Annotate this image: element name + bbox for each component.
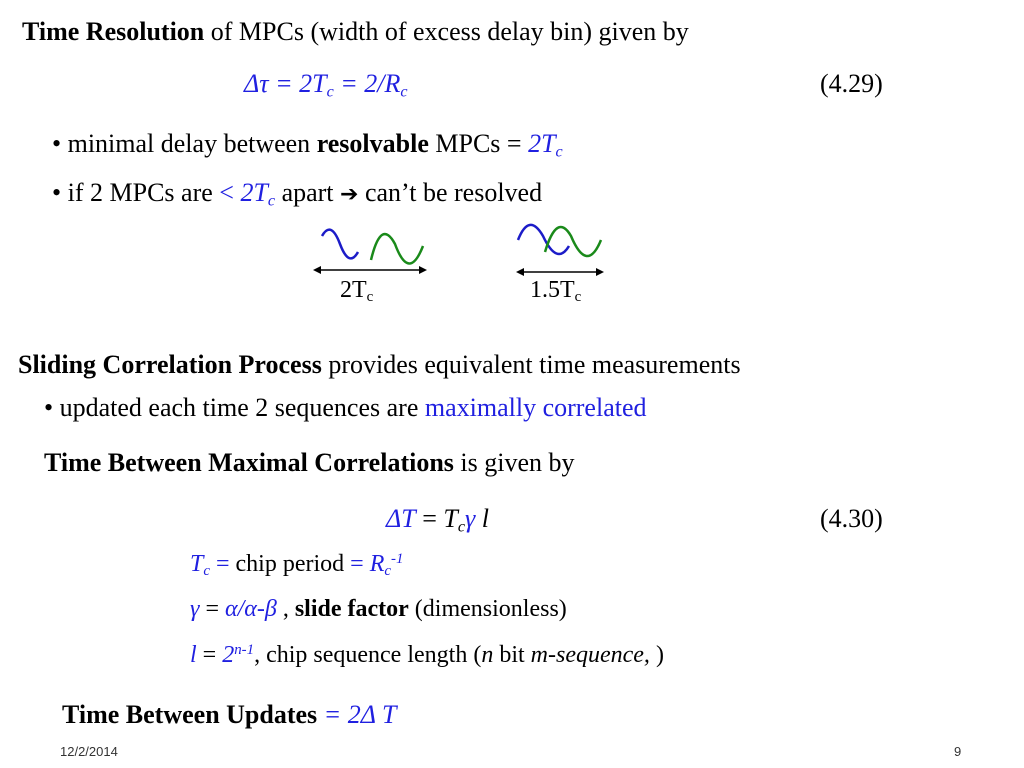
equation-4-30: ΔT = Tcγ l — [386, 503, 489, 535]
def1-text: chip period — [235, 551, 345, 577]
sliding-correlation-term: Sliding Correlation Process — [18, 350, 322, 379]
wave-blue-1 — [320, 228, 360, 260]
def1-eq2: = — [344, 551, 370, 577]
def3-mseq: m-sequence, — [530, 642, 650, 668]
def2-rest: (dimensionless) — [408, 596, 567, 622]
bullet2-lt: < — [219, 178, 241, 207]
eq1-T: T — [312, 69, 327, 98]
time-between-updates-heading: Time Between Updates = 2Δ T — [62, 699, 396, 731]
eq2-Tc-T: T — [443, 504, 458, 533]
sliding-correlation-description: provides equivalent time measurements — [321, 350, 741, 379]
bullet-updated-each-time: • updated each time 2 sequences are maxi… — [44, 392, 647, 424]
time-between-maximal-term: Time Between Maximal Correlations — [44, 448, 454, 477]
bullet1-mid: MPCs = — [428, 129, 529, 158]
time-resolution-description: of MPCs (width of excess delay bin) give… — [204, 17, 689, 46]
def2-expr: α/α-β — [225, 596, 277, 622]
equation-number-4-29: (4.29) — [820, 69, 883, 98]
def1-T: T — [190, 551, 204, 577]
line4-eq: = 2 — [317, 700, 361, 729]
wave-label-1-5tc-sub: c — [574, 289, 582, 306]
time-between-updates-term: Time Between Updates — [62, 700, 318, 729]
slide-number: 9 — [954, 744, 962, 759]
wave-green-2 — [543, 225, 603, 258]
wave-blue-2 — [516, 223, 571, 256]
time-between-maximal-description: is given by — [453, 448, 575, 477]
time-resolution-heading: Time Resolution of MPCs (width of excess… — [22, 16, 689, 48]
eq2-gamma: γ — [465, 504, 476, 533]
wave-diagram-2tc — [313, 228, 427, 274]
footer-date: 12/2/2014 — [60, 744, 118, 759]
bullet1-sub: c — [555, 143, 563, 161]
def3-close: ) — [649, 642, 664, 668]
eq1-R: R — [384, 69, 401, 98]
definition-chip-period: Tc = chip period = Rc-1 — [190, 548, 403, 580]
def3-n: n — [481, 642, 494, 668]
def1-R-sub: c — [384, 563, 391, 580]
def3-l: l — [190, 642, 197, 668]
eq1-part-a: = 2 — [268, 69, 313, 98]
eq2-delta: Δ — [386, 504, 402, 533]
bullet2-value: 2T — [240, 178, 268, 207]
time-resolution-term: Time Resolution — [22, 17, 205, 46]
bullet-minimal-delay: • minimal delay between resolvable MPCs … — [52, 128, 563, 160]
def1-R-sup: -1 — [390, 550, 404, 567]
bullet3-pre: • updated each time 2 sequences are — [44, 393, 425, 422]
wave-label-2tc: 2Tc — [340, 276, 374, 306]
definition-slide-factor: γ = α/α-β , slide factor (dimensionless) — [190, 593, 567, 625]
bullet2-end: can’t be resolved — [358, 178, 543, 207]
eq2-Tc-sub: c — [457, 518, 466, 536]
wave-diagram-1-5tc — [516, 223, 604, 276]
eq2-equals: = — [415, 504, 444, 533]
definition-chip-sequence-length: l = 2n-1, chip sequence length (n bit m-… — [190, 639, 664, 671]
eq1-sub-c: c — [326, 83, 334, 101]
line4-T: T — [375, 700, 397, 729]
wave-label-1-5tc-main: 1.5T — [530, 277, 575, 303]
def3-sup: n-1 — [234, 641, 255, 658]
def2-slide-factor: slide factor — [294, 596, 409, 622]
def2-gamma: γ — [190, 596, 200, 622]
wave-green-1 — [369, 232, 425, 265]
eq1-delta: Δ — [244, 69, 260, 98]
eq1-tau: τ — [259, 69, 269, 98]
def1-R: R — [369, 551, 385, 577]
def1-eq: = — [209, 551, 236, 577]
def3-rest: , chip sequence length ( — [254, 642, 482, 668]
bullet2-post: apart — [275, 178, 341, 207]
line4-delta: Δ — [360, 700, 376, 729]
def3-eq: = — [196, 642, 223, 668]
bullet1-resolvable: resolvable — [316, 129, 429, 158]
def3-two: 2 — [222, 642, 235, 668]
def2-comma: , — [276, 596, 295, 622]
bullet1-value: 2T — [528, 129, 556, 158]
def2-eq: = — [199, 596, 226, 622]
eq2-l: l — [475, 504, 490, 533]
wave-label-1-5tc: 1.5Tc — [530, 276, 582, 306]
wave-label-2tc-main: 2T — [340, 277, 367, 303]
eq1-part-b: = 2/ — [333, 69, 385, 98]
equation-number-4-30: (4.30) — [820, 504, 883, 533]
bullet3-blue: maximally correlated — [424, 393, 647, 422]
wave-label-2tc-sub: c — [366, 289, 374, 306]
eq1-sub-c2: c — [400, 83, 408, 101]
right-arrow-icon: ➔ — [340, 182, 359, 207]
bullet-cant-be-resolved: • if 2 MPCs are < 2Tc apart ➔ can’t be r… — [52, 177, 542, 211]
time-between-maximal-correlations-heading: Time Between Maximal Correlations is giv… — [44, 447, 575, 479]
bullet2-pre: • if 2 MPCs are — [52, 178, 220, 207]
sliding-correlation-heading: Sliding Correlation Process provides equ… — [18, 349, 741, 381]
bullet1-pre: • minimal delay between — [52, 129, 317, 158]
equation-4-29: Δτ = 2Tc = 2/Rc — [244, 68, 408, 100]
eq2-T: T — [401, 504, 416, 533]
def3-bit: bit — [493, 642, 531, 668]
bullet2-sub: c — [267, 192, 276, 210]
def1-T-sub: c — [203, 563, 210, 580]
